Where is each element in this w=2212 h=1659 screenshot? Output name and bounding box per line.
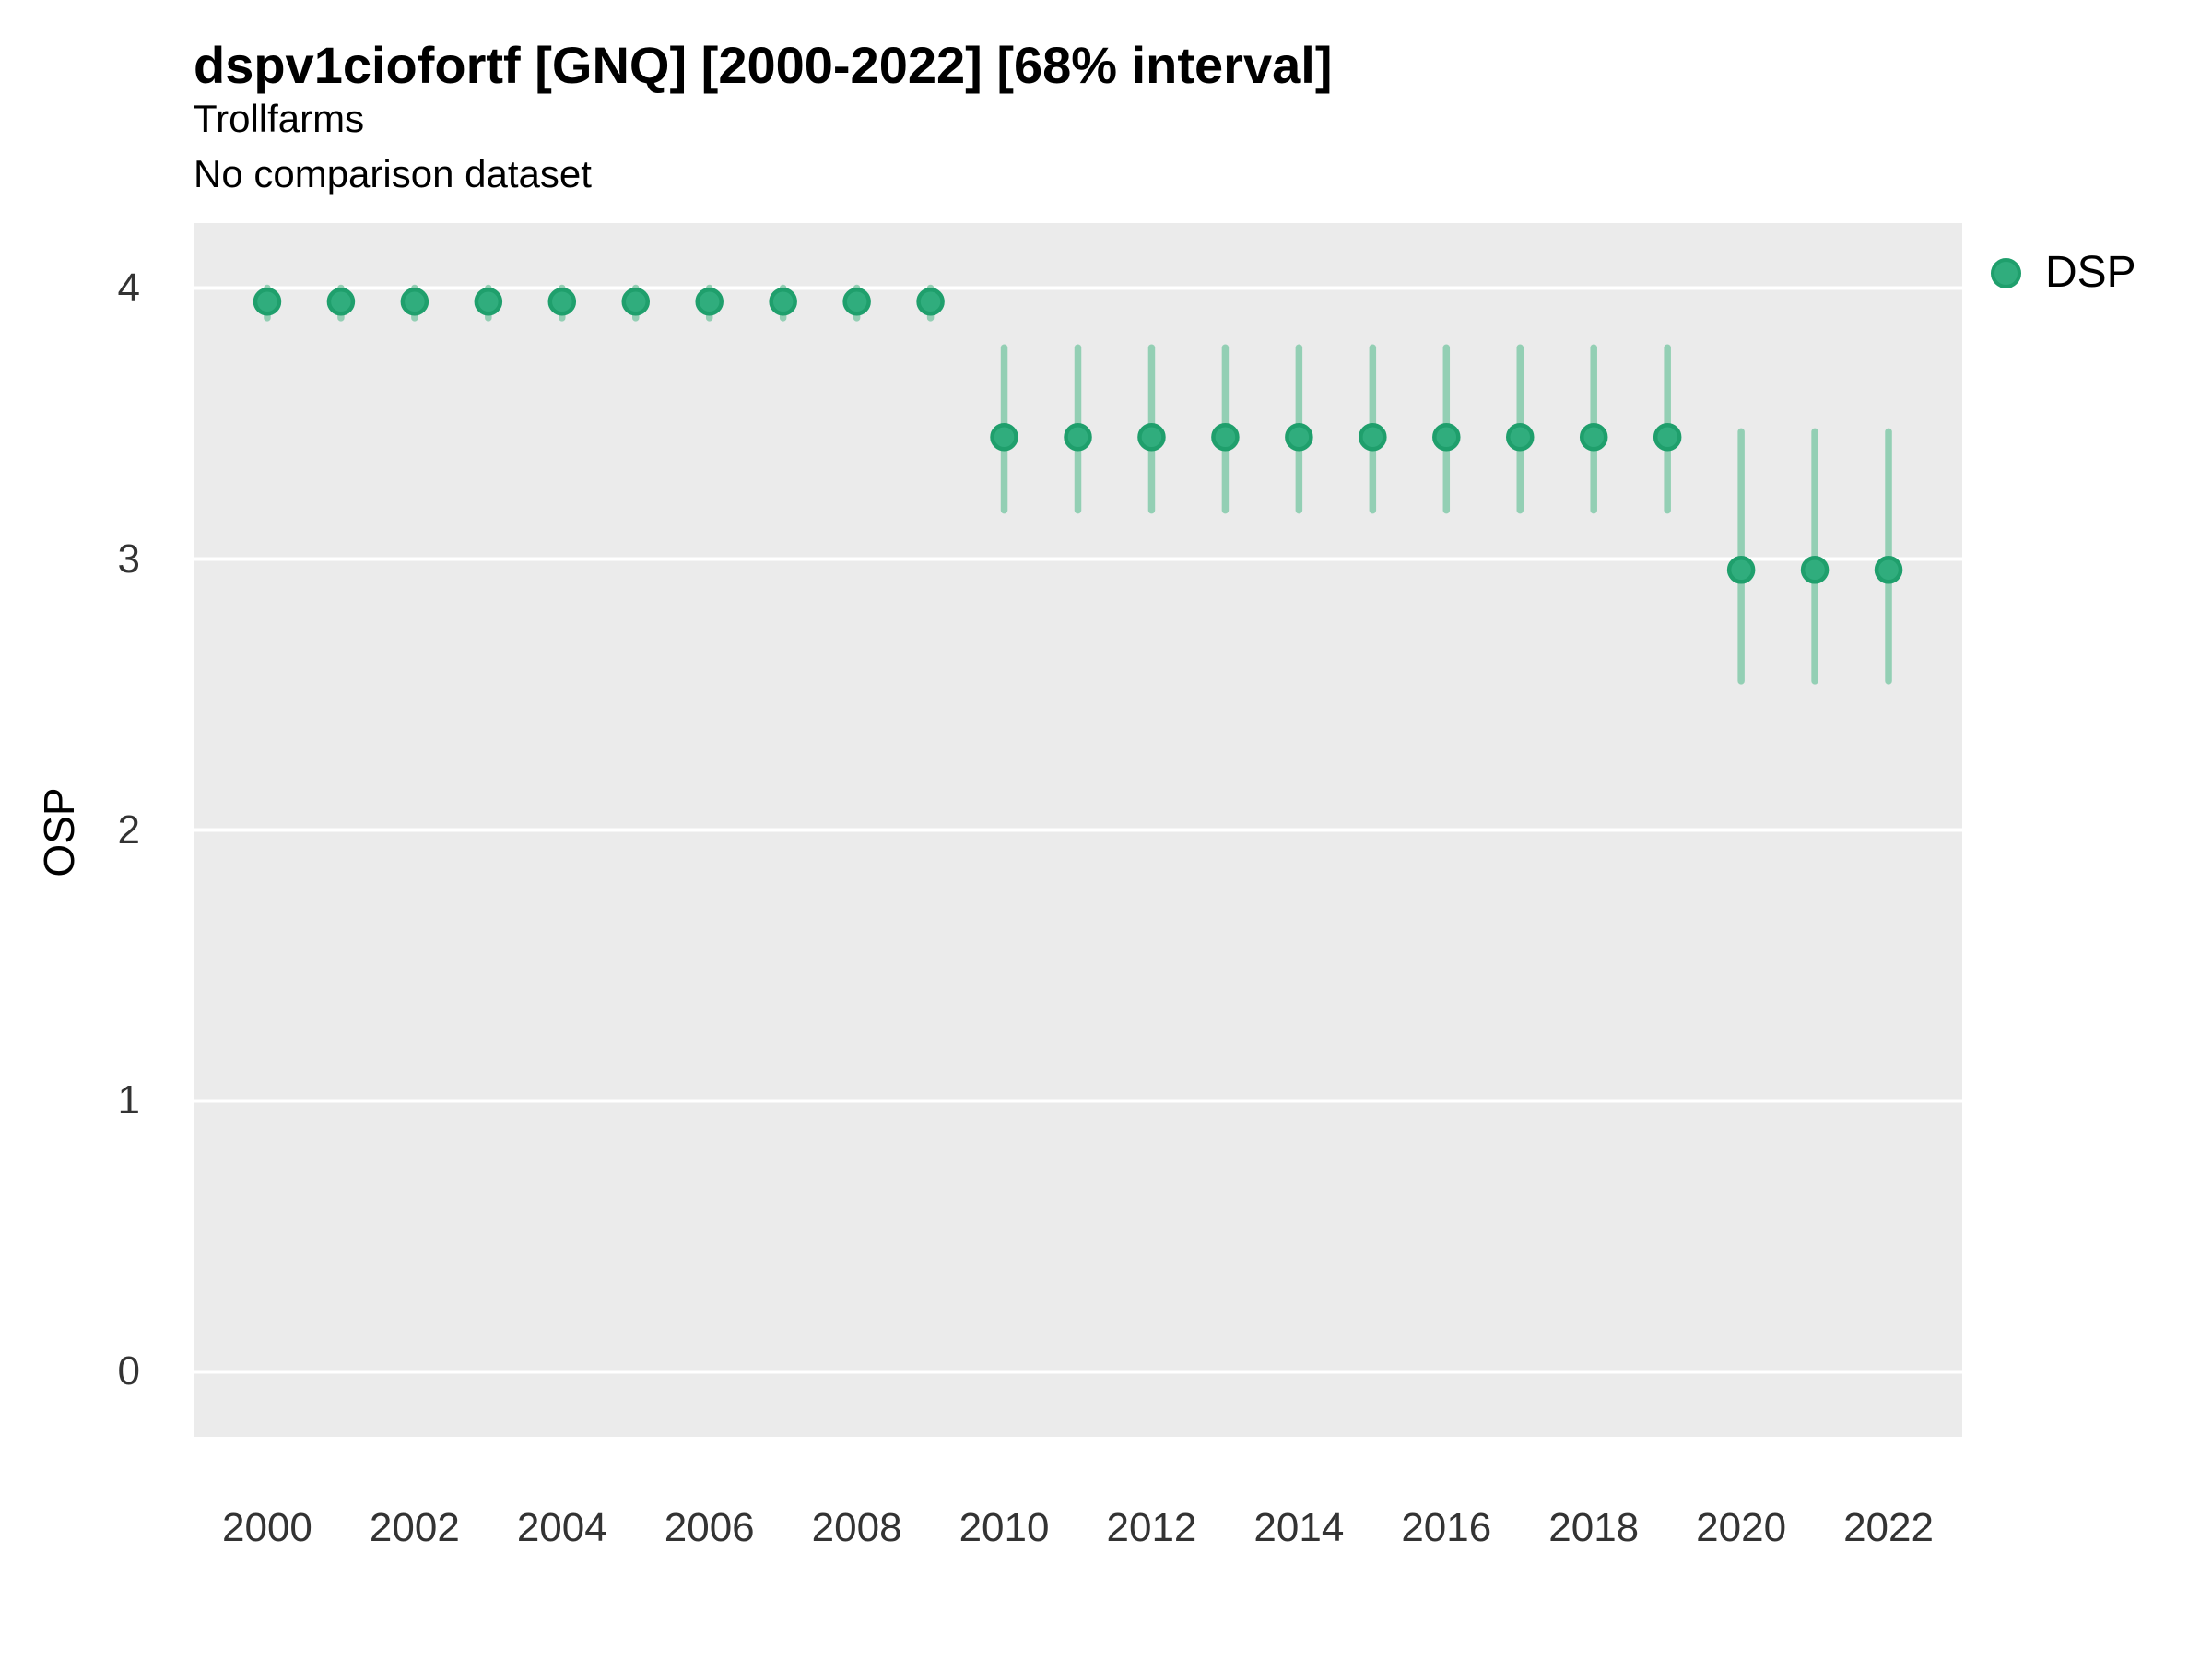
data-point-2002[interactable] bbox=[400, 288, 429, 316]
data-point-2012[interactable] bbox=[1137, 422, 1166, 452]
data-point-2010[interactable] bbox=[990, 422, 1018, 452]
y-tick-label-0: 0 bbox=[117, 1348, 140, 1394]
legend-label: DSP bbox=[2045, 248, 2136, 297]
x-tick-label-2010: 2010 bbox=[959, 1505, 1050, 1550]
x-tick-label-2016: 2016 bbox=[1401, 1505, 1492, 1550]
data-point-2004[interactable] bbox=[547, 288, 577, 316]
data-point-2008[interactable] bbox=[842, 288, 871, 316]
legend: DSP bbox=[1991, 251, 2136, 295]
data-point-2022[interactable] bbox=[1874, 556, 1903, 584]
data-point-2000[interactable] bbox=[253, 288, 282, 316]
data-point-2001[interactable] bbox=[326, 288, 356, 316]
x-tick-label-2012: 2012 bbox=[1106, 1505, 1197, 1550]
y-tick-label-1: 1 bbox=[117, 1077, 140, 1124]
x-tick-label-2008: 2008 bbox=[811, 1505, 902, 1550]
x-tick-label-2006: 2006 bbox=[664, 1505, 755, 1550]
data-point-2005[interactable] bbox=[621, 288, 650, 316]
data-point-2020[interactable] bbox=[1726, 556, 1756, 584]
x-tick-label-2014: 2014 bbox=[1253, 1505, 1345, 1550]
data-point-2016[interactable] bbox=[1432, 422, 1461, 452]
data-point-2006[interactable] bbox=[695, 288, 724, 316]
data-point-2003[interactable] bbox=[474, 288, 503, 316]
data-point-2017[interactable] bbox=[1506, 422, 1535, 452]
data-point-2021[interactable] bbox=[1800, 556, 1830, 584]
data-point-2009[interactable] bbox=[916, 288, 945, 316]
data-point-2019[interactable] bbox=[1653, 422, 1682, 452]
data-point-2007[interactable] bbox=[769, 288, 797, 316]
plot-area bbox=[194, 223, 1962, 1437]
y-tick-label-3: 3 bbox=[117, 535, 140, 582]
x-tick-label-2022: 2022 bbox=[1843, 1505, 1934, 1550]
x-tick-label-2020: 2020 bbox=[1696, 1505, 1787, 1550]
chart-subtitle: Trollfarms bbox=[194, 97, 365, 140]
x-tick-label-2000: 2000 bbox=[222, 1505, 312, 1550]
chart-title: dspv1ciofortf [GNQ] [2000-2022] [68% int… bbox=[194, 36, 1333, 94]
x-tick-label-2018: 2018 bbox=[1548, 1505, 1640, 1550]
comparison-note: No comparison dataset bbox=[194, 152, 592, 195]
legend-circle-icon bbox=[1991, 257, 2021, 288]
data-point-2014[interactable] bbox=[1285, 422, 1313, 452]
y-tick-label-4: 4 bbox=[117, 265, 140, 311]
x-tick-label-2002: 2002 bbox=[369, 1505, 460, 1550]
data-point-2018[interactable] bbox=[1579, 422, 1608, 452]
plot-panel bbox=[194, 223, 1962, 1437]
y-tick-label-2: 2 bbox=[117, 806, 140, 853]
data-point-2013[interactable] bbox=[1211, 422, 1240, 452]
data-point-2011[interactable] bbox=[1064, 422, 1092, 452]
x-tick-label-2004: 2004 bbox=[516, 1505, 607, 1550]
data-point-2015[interactable] bbox=[1359, 422, 1387, 452]
